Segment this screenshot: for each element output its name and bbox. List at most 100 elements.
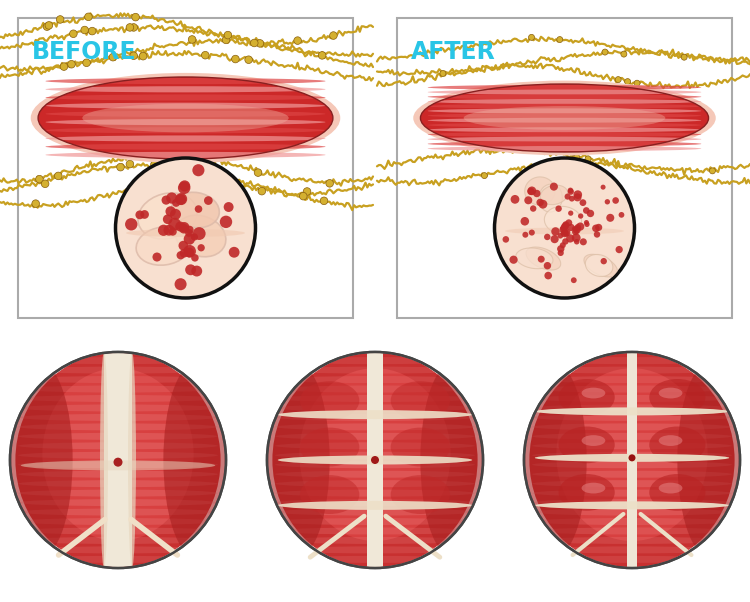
Ellipse shape [46,152,326,158]
Circle shape [224,202,233,212]
Ellipse shape [46,102,326,109]
Circle shape [562,229,570,237]
Circle shape [232,55,239,63]
Ellipse shape [464,106,665,130]
Circle shape [188,36,196,43]
Ellipse shape [677,363,742,557]
Circle shape [256,40,264,47]
Circle shape [318,52,326,59]
Circle shape [82,59,90,67]
Ellipse shape [532,527,732,535]
Ellipse shape [16,352,220,568]
Circle shape [634,80,640,86]
Ellipse shape [272,352,478,568]
Ellipse shape [275,367,475,374]
Ellipse shape [525,177,555,205]
Circle shape [604,199,610,205]
Bar [397,18,732,318]
Ellipse shape [532,385,732,393]
Circle shape [110,54,117,61]
Ellipse shape [275,376,475,383]
Circle shape [124,188,132,196]
Ellipse shape [535,454,729,462]
Ellipse shape [581,483,605,494]
Circle shape [44,23,51,31]
Circle shape [509,256,518,264]
Circle shape [533,190,541,197]
Circle shape [258,187,266,195]
Circle shape [70,30,77,37]
Text: AFTER: AFTER [411,40,496,64]
Ellipse shape [18,556,218,563]
Circle shape [530,205,536,212]
Ellipse shape [18,547,218,553]
Circle shape [538,256,544,262]
Circle shape [628,455,635,461]
Ellipse shape [46,135,326,141]
Circle shape [581,160,587,166]
Circle shape [562,221,569,228]
Ellipse shape [275,518,475,525]
Circle shape [522,232,528,238]
Circle shape [572,228,579,235]
Circle shape [681,54,687,60]
Circle shape [585,156,591,162]
Circle shape [557,245,565,253]
Ellipse shape [18,509,218,515]
Circle shape [152,164,160,171]
Ellipse shape [278,501,472,510]
Circle shape [568,211,573,216]
Circle shape [36,175,44,183]
Text: BEFORE: BEFORE [32,40,136,64]
Ellipse shape [532,556,732,563]
Ellipse shape [18,537,218,544]
Ellipse shape [18,527,218,535]
Circle shape [202,51,209,59]
Circle shape [560,226,566,231]
Circle shape [197,244,205,252]
Ellipse shape [427,104,701,109]
Circle shape [574,190,582,199]
Ellipse shape [532,395,732,402]
Ellipse shape [532,357,732,364]
Circle shape [132,13,140,21]
Ellipse shape [21,461,215,470]
Ellipse shape [532,499,732,506]
Ellipse shape [427,99,701,104]
Ellipse shape [18,395,218,402]
Ellipse shape [526,247,561,270]
Ellipse shape [427,113,701,118]
Ellipse shape [18,414,218,421]
Circle shape [254,169,262,176]
Ellipse shape [532,509,732,515]
Circle shape [561,223,568,231]
Circle shape [573,226,580,234]
Circle shape [565,193,571,200]
Ellipse shape [532,452,732,459]
Ellipse shape [538,184,562,212]
Circle shape [566,234,574,243]
Circle shape [580,199,586,206]
Ellipse shape [46,119,326,125]
Ellipse shape [427,141,701,146]
Ellipse shape [18,480,218,487]
Circle shape [619,212,624,218]
Ellipse shape [18,385,218,393]
Ellipse shape [18,423,218,430]
Circle shape [81,26,88,34]
Circle shape [574,224,581,231]
Circle shape [85,13,92,20]
Ellipse shape [532,423,732,430]
Ellipse shape [46,127,326,134]
Ellipse shape [18,518,218,525]
Circle shape [440,70,446,76]
Circle shape [482,173,488,179]
Circle shape [185,229,193,237]
Circle shape [569,196,574,202]
Circle shape [572,226,578,231]
Circle shape [176,193,188,205]
Circle shape [191,254,199,262]
Circle shape [524,196,532,204]
Circle shape [584,220,589,225]
Circle shape [557,233,563,238]
